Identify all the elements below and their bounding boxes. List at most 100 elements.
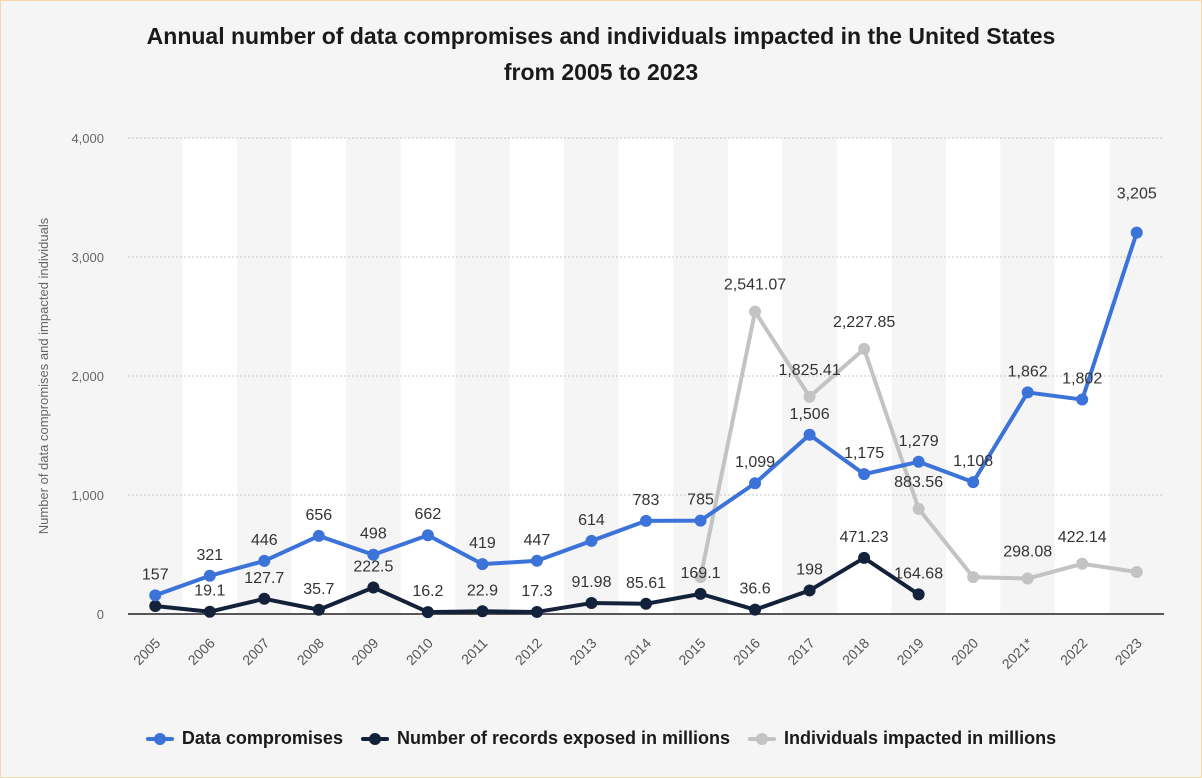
data-label: 19.1 <box>194 583 225 600</box>
y-tick-label: 3,000 <box>71 250 104 265</box>
data-label: 1,279 <box>899 433 939 450</box>
data-label: 298.08 <box>1003 544 1052 561</box>
series-point-0 <box>149 589 162 602</box>
series-point-2 <box>858 342 871 355</box>
series-point-0 <box>258 554 271 567</box>
x-tick-label: 2019 <box>893 635 926 668</box>
x-tick-label: 2013 <box>566 635 599 668</box>
data-label: 447 <box>524 532 551 549</box>
y-tick-label: 2,000 <box>71 369 104 384</box>
data-label: 883.56 <box>894 474 943 491</box>
x-tick-label: 2010 <box>403 635 436 668</box>
series-point-2 <box>912 502 925 515</box>
legend-item-individuals-impacted[interactable]: Individuals impacted in millions <box>748 728 1056 749</box>
data-label: 419 <box>469 535 496 552</box>
series-point-2 <box>803 390 816 403</box>
series-point-0 <box>749 477 762 490</box>
series-point-1 <box>476 605 489 618</box>
data-label: 1,108 <box>953 453 993 470</box>
series-point-2 <box>749 305 762 318</box>
data-label: 785 <box>687 492 714 509</box>
series-point-0 <box>476 558 489 571</box>
x-tick-label: 2006 <box>185 635 218 668</box>
chart-legend: Data compromises Number of records expos… <box>0 728 1202 749</box>
data-label: 2,541.07 <box>724 277 786 294</box>
series-point-1 <box>312 603 325 616</box>
legend-swatch-data-compromises <box>145 732 174 746</box>
legend-label-individuals-impacted: Individuals impacted in millions <box>784 728 1057 748</box>
data-label: 656 <box>305 507 332 524</box>
series-point-0 <box>421 529 434 542</box>
x-tick-label: 2016 <box>730 635 763 668</box>
series-point-0 <box>912 455 925 468</box>
legend-label-data-compromises: Data compromises <box>181 728 343 748</box>
data-label: 198 <box>796 561 823 578</box>
series-point-1 <box>858 551 871 564</box>
data-label: 1,506 <box>790 406 830 423</box>
data-label: 662 <box>415 506 442 523</box>
data-label: 16.2 <box>412 583 443 600</box>
x-tick-label: 2008 <box>294 635 327 668</box>
chart-title-line-1: Annual number of data compromises and in… <box>146 23 1056 49</box>
x-tick-label: 2007 <box>239 635 272 668</box>
series-point-2 <box>1021 572 1034 585</box>
data-label: 422.14 <box>1058 529 1107 546</box>
x-tick-label: 2005 <box>130 635 163 668</box>
series-point-0 <box>1076 393 1089 406</box>
data-label: 35.7 <box>303 581 334 598</box>
series-point-0 <box>1130 226 1143 239</box>
legend-item-data-compromises[interactable]: Data compromises <box>145 728 343 749</box>
y-tick-label: 0 <box>97 607 104 622</box>
data-label: 783 <box>633 492 660 509</box>
series-point-0 <box>1021 386 1034 399</box>
y-tick-label: 1,000 <box>71 488 104 503</box>
series-point-0 <box>967 476 980 489</box>
series-point-0 <box>640 514 652 527</box>
x-tick-label: 2018 <box>839 635 872 668</box>
series-point-1 <box>367 581 380 594</box>
legend-swatch-individuals-impacted <box>748 732 777 746</box>
series-point-2 <box>967 571 980 584</box>
series-point-1 <box>149 600 162 613</box>
x-tick-label: 2011 <box>458 635 491 668</box>
data-label: 1,175 <box>844 445 884 462</box>
series-point-1 <box>585 597 598 610</box>
x-tick-label: 2022 <box>1057 635 1090 668</box>
x-tick-label: 2020 <box>948 635 981 668</box>
series-point-2 <box>694 571 707 584</box>
x-tick-label: 2021* <box>999 634 1037 672</box>
x-tick-label: 2023 <box>1112 635 1145 668</box>
series-point-1 <box>803 584 816 597</box>
series-point-1 <box>421 606 434 619</box>
data-label: 164.68 <box>894 565 943 582</box>
series-point-0 <box>530 554 543 567</box>
series-point-0 <box>312 529 325 542</box>
column-band <box>727 138 783 614</box>
x-tick-label: 2017 <box>784 635 817 668</box>
series-point-2 <box>1076 557 1089 570</box>
series-point-0 <box>585 534 598 547</box>
data-label: 36.6 <box>739 581 770 598</box>
data-label: 614 <box>578 512 605 529</box>
data-label: 22.9 <box>467 582 498 599</box>
data-label: 1,802 <box>1062 371 1102 388</box>
series-point-0 <box>367 548 380 561</box>
x-tick-label: 2014 <box>621 635 654 668</box>
data-label: 222.5 <box>353 559 393 576</box>
series-point-0 <box>694 514 707 527</box>
data-label: 127.7 <box>244 570 284 587</box>
x-tick-label: 2015 <box>675 635 708 668</box>
data-label: 471.23 <box>840 529 889 546</box>
x-tick-label: 2009 <box>348 635 381 668</box>
series-point-1 <box>694 587 707 600</box>
legend-item-records-exposed[interactable]: Number of records exposed in millions <box>360 728 731 749</box>
data-label: 1,862 <box>1008 363 1048 380</box>
data-label: 446 <box>251 532 278 549</box>
data-label: 85.61 <box>626 575 666 592</box>
series-point-1 <box>749 603 762 616</box>
series-point-2 <box>1130 565 1143 578</box>
series-point-1 <box>258 592 271 605</box>
series-point-1 <box>530 605 543 618</box>
series-point-0 <box>203 569 216 582</box>
legend-label-records-exposed: Number of records exposed in millions <box>396 728 731 748</box>
